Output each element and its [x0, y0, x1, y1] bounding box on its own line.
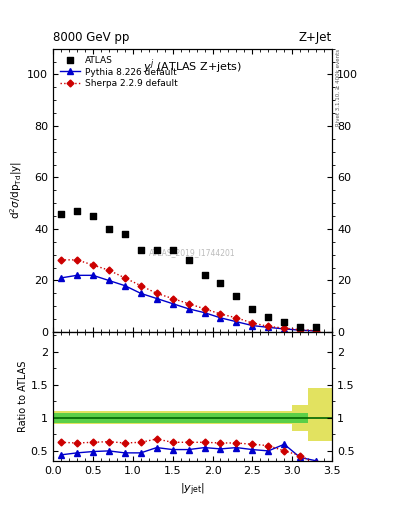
- Line: Sherpa 2.2.9 default: Sherpa 2.2.9 default: [59, 258, 319, 333]
- Text: 8000 GeV pp: 8000 GeV pp: [53, 31, 129, 44]
- Sherpa 2.2.9 default: [282, 325, 286, 331]
- Pythia 8.226 default: [170, 301, 175, 307]
- Pythia 8.226 default: [266, 324, 271, 330]
- Text: $y^j$ (ATLAS Z+jets): $y^j$ (ATLAS Z+jets): [143, 57, 242, 76]
- ATLAS: [106, 225, 112, 233]
- ATLAS: [185, 256, 192, 264]
- ATLAS: [249, 305, 255, 313]
- Y-axis label: d$^2\sigma$/dp$_{\rm Td}$|y|: d$^2\sigma$/dp$_{\rm Td}$|y|: [9, 161, 24, 220]
- Pythia 8.226 default: [298, 327, 303, 333]
- Legend: ATLAS, Pythia 8.226 default, Sherpa 2.2.9 default: ATLAS, Pythia 8.226 default, Sherpa 2.2.…: [57, 53, 180, 91]
- Pythia 8.226 default: [218, 315, 223, 321]
- Bar: [292, 404, 308, 431]
- X-axis label: |$y_{\rm jet}$|: |$y_{\rm jet}$|: [180, 481, 205, 498]
- ATLAS: [313, 323, 319, 331]
- Pythia 8.226 default: [186, 306, 191, 312]
- Pythia 8.226 default: [282, 326, 286, 332]
- ATLAS: [217, 279, 224, 287]
- Sherpa 2.2.9 default: [218, 311, 223, 317]
- Pythia 8.226 default: [202, 310, 207, 316]
- Pythia 8.226 default: [107, 278, 111, 284]
- Sherpa 2.2.9 default: [75, 257, 79, 263]
- Text: ATLAS_2019_I1744201: ATLAS_2019_I1744201: [149, 248, 236, 257]
- Line: Pythia 8.226 default: Pythia 8.226 default: [58, 272, 319, 334]
- ATLAS: [201, 271, 208, 280]
- Bar: [53, 413, 308, 423]
- Sherpa 2.2.9 default: [107, 267, 111, 273]
- Sherpa 2.2.9 default: [202, 306, 207, 312]
- Pythia 8.226 default: [90, 272, 95, 279]
- Pythia 8.226 default: [250, 323, 255, 329]
- Pythia 8.226 default: [234, 318, 239, 325]
- Sherpa 2.2.9 default: [138, 283, 143, 289]
- Sherpa 2.2.9 default: [90, 262, 95, 268]
- Sherpa 2.2.9 default: [234, 315, 239, 321]
- Pythia 8.226 default: [75, 272, 79, 279]
- ATLAS: [154, 245, 160, 253]
- Pythia 8.226 default: [59, 275, 63, 281]
- Text: Rivet 3.1.10, ≥ 400k events: Rivet 3.1.10, ≥ 400k events: [336, 49, 341, 126]
- ATLAS: [297, 323, 303, 331]
- ATLAS: [90, 212, 96, 220]
- ATLAS: [74, 207, 80, 215]
- Sherpa 2.2.9 default: [154, 290, 159, 296]
- Pythia 8.226 default: [123, 283, 127, 289]
- ATLAS: [138, 245, 144, 253]
- ATLAS: [122, 230, 128, 238]
- ATLAS: [169, 245, 176, 253]
- Bar: [308, 388, 332, 441]
- Sherpa 2.2.9 default: [186, 301, 191, 307]
- Pythia 8.226 default: [314, 328, 318, 334]
- ATLAS: [281, 317, 287, 326]
- Pythia 8.226 default: [138, 290, 143, 296]
- Text: Z+Jet: Z+Jet: [299, 31, 332, 44]
- ATLAS: [233, 292, 240, 300]
- Sherpa 2.2.9 default: [266, 323, 271, 329]
- ATLAS: [58, 209, 64, 218]
- Sherpa 2.2.9 default: [314, 328, 318, 334]
- Y-axis label: Ratio to ATLAS: Ratio to ATLAS: [18, 361, 28, 432]
- Sherpa 2.2.9 default: [123, 275, 127, 281]
- Sherpa 2.2.9 default: [59, 257, 63, 263]
- Sherpa 2.2.9 default: [250, 320, 255, 326]
- Sherpa 2.2.9 default: [170, 295, 175, 302]
- Bar: [53, 411, 292, 424]
- Sherpa 2.2.9 default: [298, 327, 303, 333]
- Pythia 8.226 default: [154, 295, 159, 302]
- ATLAS: [265, 312, 272, 321]
